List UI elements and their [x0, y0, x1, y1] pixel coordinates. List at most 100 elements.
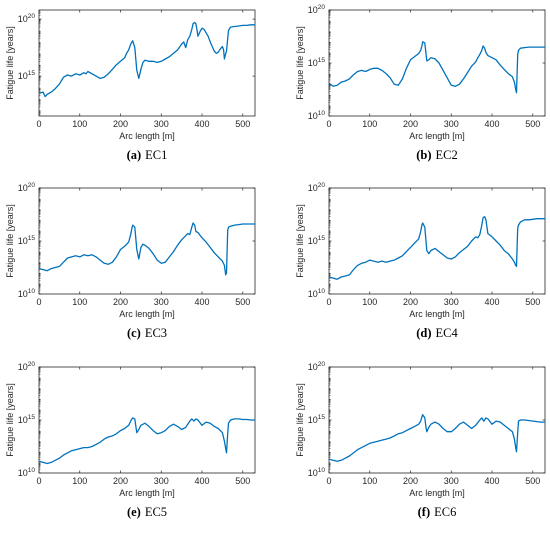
- x-tick-label: 300: [154, 297, 169, 307]
- caption-name: EC3: [145, 326, 167, 340]
- y-tick-exponent: 15: [318, 235, 326, 242]
- caption-name: EC6: [434, 505, 456, 519]
- y-tick-label: 1020: [18, 361, 36, 372]
- y-tick-label: 1015: [18, 414, 36, 425]
- y-tick-base: 10: [308, 468, 318, 478]
- y-tick-label: 1015: [308, 235, 326, 246]
- y-tick-base: 10: [308, 415, 318, 425]
- y-tick-base: 10: [18, 236, 28, 246]
- y-tick-exponent: 20: [318, 4, 326, 11]
- panel-caption: (f) EC6: [418, 505, 457, 519]
- x-tick-label: 0: [326, 119, 331, 129]
- caption-letter: (e): [127, 505, 141, 519]
- caption-letter: (b): [416, 148, 431, 162]
- series-line: [38, 417, 255, 465]
- x-tick-label: 400: [195, 297, 210, 307]
- y-tick-exponent: 10: [318, 467, 326, 474]
- y-tick-exponent: 20: [318, 182, 326, 189]
- y-tick-base: 10: [18, 14, 28, 24]
- y-tick-exponent: 20: [28, 13, 36, 20]
- x-tick-label: 100: [362, 297, 377, 307]
- x-tick-label: 500: [525, 476, 540, 486]
- y-tick-base: 10: [18, 289, 28, 299]
- x-tick-label: 100: [362, 476, 377, 486]
- y-tick-label: 1015: [18, 70, 36, 81]
- y-tick-label: 1020: [308, 4, 326, 15]
- y-tick-exponent: 10: [318, 288, 326, 295]
- caption-name: EC5: [145, 505, 167, 519]
- y-tick-label: 1015: [18, 235, 36, 246]
- y-tick-label: 1010: [308, 288, 326, 299]
- x-tick-label: 300: [444, 119, 459, 129]
- y-tick-label: 1010: [308, 467, 326, 478]
- caption-name: EC2: [436, 148, 458, 162]
- plot-area: [38, 9, 256, 117]
- x-tick-label: 0: [36, 119, 41, 129]
- x-tick-label: 400: [195, 119, 210, 129]
- y-tick-exponent: 10: [28, 467, 36, 474]
- series-line: [38, 222, 255, 276]
- x-tick-label: 500: [525, 297, 540, 307]
- x-axis-label: Arc length [m]: [119, 309, 175, 319]
- plot-area: [328, 187, 546, 295]
- x-tick-label: 300: [444, 297, 459, 307]
- y-tick-base: 10: [308, 111, 318, 121]
- x-tick-label: 200: [403, 119, 418, 129]
- panel-caption: (b) EC2: [416, 148, 458, 162]
- x-tick-label: 100: [72, 476, 87, 486]
- y-tick-exponent: 15: [318, 414, 326, 421]
- plot-area: [328, 366, 546, 474]
- x-tick-label: 400: [485, 119, 500, 129]
- x-tick-label: 500: [235, 119, 250, 129]
- x-axis-label: Arc length [m]: [409, 131, 465, 141]
- x-tick-label: 200: [403, 476, 418, 486]
- y-tick-exponent: 20: [28, 361, 36, 368]
- series-line: [328, 215, 545, 280]
- y-tick-base: 10: [308, 236, 318, 246]
- y-tick-exponent: 20: [318, 361, 326, 368]
- x-axis-label: Arc length [m]: [119, 131, 175, 141]
- x-tick-label: 200: [403, 297, 418, 307]
- x-axis-label: Arc length [m]: [409, 488, 465, 498]
- y-tick-base: 10: [308, 58, 318, 68]
- x-axis-label: Arc length [m]: [119, 488, 175, 498]
- y-axis-label: Fatigue life [years]: [295, 26, 305, 100]
- x-tick-label: 300: [154, 476, 169, 486]
- caption-letter: (a): [127, 148, 142, 162]
- x-tick-label: 500: [235, 297, 250, 307]
- caption-letter: (c): [127, 326, 141, 340]
- y-axis-label: Fatigue life [years]: [5, 26, 15, 100]
- y-tick-base: 10: [18, 468, 28, 478]
- y-tick-exponent: 15: [28, 70, 36, 77]
- y-tick-exponent: 20: [28, 182, 36, 189]
- y-tick-base: 10: [18, 362, 28, 372]
- plot-area: [38, 366, 256, 474]
- y-axis-label: Fatigue life [years]: [5, 204, 15, 278]
- y-tick-exponent: 15: [28, 414, 36, 421]
- y-tick-exponent: 10: [28, 288, 36, 295]
- y-tick-label: 1010: [18, 467, 36, 478]
- x-tick-label: 200: [113, 476, 128, 486]
- series-line: [38, 21, 255, 98]
- x-tick-label: 300: [444, 476, 459, 486]
- y-tick-label: 1020: [18, 13, 36, 24]
- x-tick-label: 0: [326, 297, 331, 307]
- caption-name: EC1: [145, 148, 167, 162]
- panel-caption: (e) EC5: [127, 505, 167, 519]
- y-tick-base: 10: [18, 71, 28, 81]
- y-tick-exponent: 15: [318, 57, 326, 64]
- plot-area: [38, 187, 256, 295]
- x-tick-label: 200: [113, 297, 128, 307]
- x-tick-label: 400: [195, 476, 210, 486]
- y-axis-label: Fatigue life [years]: [295, 383, 305, 457]
- y-axis-label: Fatigue life [years]: [5, 383, 15, 457]
- y-tick-label: 1010: [18, 288, 36, 299]
- y-tick-label: 1020: [308, 361, 326, 372]
- x-tick-label: 0: [36, 476, 41, 486]
- y-tick-exponent: 10: [318, 110, 326, 117]
- x-tick-label: 400: [485, 297, 500, 307]
- series-line: [328, 41, 545, 94]
